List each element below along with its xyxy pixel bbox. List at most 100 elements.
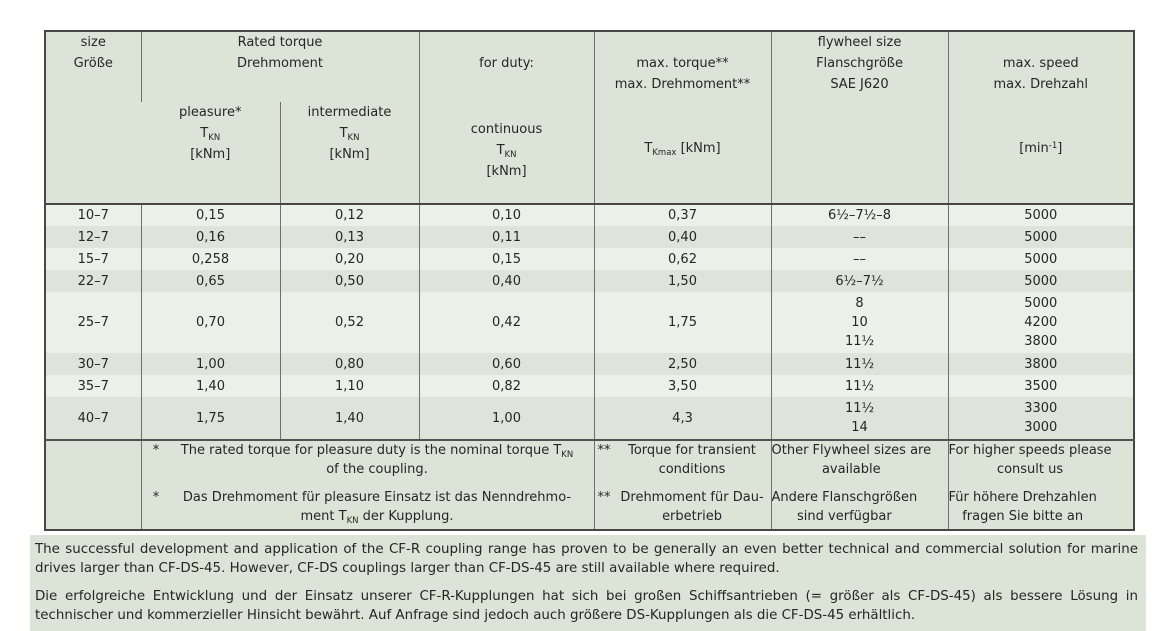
cell-max-speed: 5000 (947, 204, 1135, 226)
cell-size: 12–7 (45, 226, 141, 248)
footnote-text-de: Das Drehmoment für pleasure Einsatz ist … (182, 490, 572, 526)
cell-flywheel-size: –– (770, 226, 949, 248)
footnote-rated-torque: * The rated torque for pleasure duty is … (140, 439, 595, 530)
cell-pleasure-torque: 0,65 (140, 270, 280, 292)
header-max-torque-unit: TKmax [kNm] (644, 141, 721, 158)
header-pleasure: pleasure* TKN [kNm] (141, 102, 280, 204)
cell-pleasure-torque: 1,40 (140, 375, 280, 397)
cell-max-speed: 5000 (947, 248, 1135, 270)
note-paragraph-de: Die erfolgreiche Entwicklung und der Ein… (35, 589, 1138, 623)
table-footnotes: * The rated torque for pleasure duty is … (45, 439, 1135, 530)
footnote-line: ** Drehmoment für Dau-erbetrieb (595, 488, 771, 526)
cell-max-speed: 3800 (947, 353, 1135, 375)
cell-max-torque: 4,3 (593, 397, 772, 440)
cell-intermediate-torque: 0,12 (279, 204, 420, 226)
cell-intermediate-torque: 0,13 (279, 226, 420, 248)
cell-max-speed: 3300 3000 (947, 397, 1135, 440)
footnote-marker: ** (597, 490, 611, 505)
cell-flywheel-size: 6½–7½ (770, 270, 949, 292)
cell-flywheel-size: 11½ (770, 353, 949, 375)
table-row: 35–7 1,40 1,10 0,82 3,50 11½ 3500 (45, 375, 1135, 397)
header-intermediate: intermediate TKN [kNm] (279, 102, 420, 204)
table-row: 15–7 0,258 0,20 0,15 0,62 –– 5000 (45, 248, 1135, 270)
cell-max-torque: 0,37 (593, 204, 772, 226)
cell-max-torque: 3,50 (593, 375, 772, 397)
specs-table: size Größe Rated torque Drehmoment for d… (44, 30, 1136, 531)
cell-pleasure-torque: 0,15 (140, 204, 280, 226)
cell-continuous-torque: 1,00 (418, 397, 595, 440)
header-flywheel-size: flywheel size Flanschgröße SAE J620 (770, 31, 949, 204)
cell-size: 10–7 (45, 204, 141, 226)
footnote-text-de: Für höhere Drehzahlen fragen Sie bitte an (948, 490, 1097, 524)
cell-max-torque: 0,40 (593, 226, 772, 248)
footnote-marker: * (152, 490, 160, 505)
cell-pleasure-torque: 0,70 (140, 292, 280, 353)
cell-size: 15–7 (45, 248, 141, 270)
header-max-torque-label: max. torque** max. Drehmoment** (614, 56, 751, 92)
header-max-torque: max. torque** max. Drehmoment** TKmax [kN… (593, 31, 772, 204)
cell-flywheel-size: 6½–7½–8 (770, 204, 949, 226)
cell-intermediate-torque: 0,20 (279, 248, 420, 270)
header-continuous: continuous TKN [kNm] (470, 122, 543, 179)
footnote-text-en: Torque for transient conditions (628, 443, 756, 477)
cell-max-speed: 5000 (947, 270, 1135, 292)
cell-size: 30–7 (45, 353, 141, 375)
cell-continuous-torque: 0,82 (418, 375, 595, 397)
notes-block: The successful development and applicati… (30, 535, 1146, 631)
footnote-text-en: For higher speeds please consult us (948, 443, 1112, 477)
cell-flywheel-size: 8 10 11½ (770, 292, 949, 353)
note-paragraph-en: The successful development and applicati… (35, 542, 1138, 576)
cell-max-torque: 0,62 (593, 248, 772, 270)
cell-max-speed: 5000 4200 3800 (947, 292, 1135, 353)
cell-pleasure-torque: 1,75 (140, 397, 280, 440)
header-rated-torque: Rated torque Drehmoment (140, 31, 420, 103)
cell-continuous-torque: 0,15 (418, 248, 595, 270)
cell-continuous-torque: 0,60 (418, 353, 595, 375)
footnote-text-de: Andere Flanschgrößen sind verfügbar (771, 490, 918, 524)
table-row: 30–7 1,00 0,80 0,60 2,50 11½ 3800 (45, 353, 1135, 375)
cell-continuous-torque: 0,40 (418, 270, 595, 292)
footnote-line: * Das Drehmoment für pleasure Einsatz is… (148, 488, 590, 526)
cell-size: 35–7 (45, 375, 141, 397)
cell-max-torque: 2,50 (593, 353, 772, 375)
cell-max-torque: 1,75 (593, 292, 772, 353)
cell-flywheel-size: 11½ 14 (770, 397, 949, 440)
table-header: size Größe Rated torque Drehmoment for d… (45, 31, 1135, 204)
footnote-flywheel: Other Flywheel sizes are available Andere… (770, 439, 949, 530)
table-body: 10–7 0,15 0,12 0,10 0,37 6½–7½–8 5000 12… (45, 204, 1135, 440)
header-max-speed: max. speed max. Drehzahl [min-1] (947, 31, 1135, 204)
footnote-text-de: Drehmoment für Dau-erbetrieb (620, 490, 764, 524)
footnote-line: ** Torque for transient conditions (595, 441, 771, 479)
cell-intermediate-torque: 0,52 (279, 292, 420, 353)
cell-pleasure-torque: 0,16 (140, 226, 280, 248)
cell-continuous-torque: 0,10 (418, 204, 595, 226)
cell-max-speed: 3500 (947, 375, 1135, 397)
header-size: size Größe (45, 31, 141, 204)
cell-pleasure-torque: 0,258 (140, 248, 280, 270)
cell-intermediate-torque: 1,40 (279, 397, 420, 440)
table-row: 10–7 0,15 0,12 0,10 0,37 6½–7½–8 5000 (45, 204, 1135, 226)
header-max-speed-unit: [min-1] (1019, 141, 1063, 156)
footnote-marker: * (152, 443, 160, 458)
table-row: 25–7 0,70 0,52 0,42 1,75 8 10 11½ 5000 4200… (45, 292, 1135, 353)
footnote-marker: ** (597, 443, 611, 458)
cell-max-torque: 1,50 (593, 270, 772, 292)
cell-size: 40–7 (45, 397, 141, 440)
cell-size: 22–7 (45, 270, 141, 292)
cell-continuous-torque: 0,42 (418, 292, 595, 353)
footnote-line: * The rated torque for pleasure duty is … (148, 441, 590, 479)
cell-intermediate-torque: 0,80 (279, 353, 420, 375)
header-for-duty-label: for duty: (479, 56, 534, 71)
header-for-duty: for duty: continuous TKN [kNm] (418, 31, 595, 204)
table-row: 22–7 0,65 0,50 0,40 1,50 6½–7½ 5000 (45, 270, 1135, 292)
cell-size: 25–7 (45, 292, 141, 353)
footnote-speed: For higher speeds please consult us Für h… (947, 439, 1135, 530)
table-row: 40–7 1,75 1,40 1,00 4,3 11½ 14 3300 3000 (45, 397, 1135, 440)
cell-max-speed: 5000 (947, 226, 1135, 248)
footnote-text-en: The rated torque for pleasure duty is th… (180, 443, 574, 477)
footnote-max-torque: ** Torque for transient conditions ** Dre… (593, 439, 772, 530)
cell-intermediate-torque: 1,10 (279, 375, 420, 397)
cell-flywheel-size: 11½ (770, 375, 949, 397)
header-max-speed-label: max. speed max. Drehzahl (993, 56, 1089, 92)
